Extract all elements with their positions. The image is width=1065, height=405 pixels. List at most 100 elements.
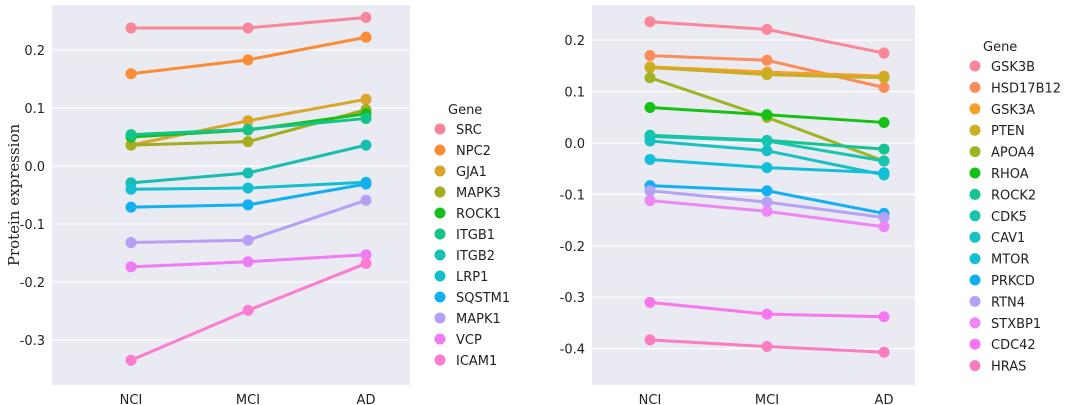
- legend-label: ITGB1: [456, 228, 495, 243]
- legend-label: VCP: [456, 333, 482, 348]
- legend-marker: [434, 270, 446, 282]
- legend-label: MAPK1: [456, 312, 501, 327]
- point-MAPK3-MCI: [242, 136, 254, 148]
- point-GJA1-AD: [360, 93, 372, 105]
- y-tick-label: 0.2: [564, 34, 585, 49]
- y-tick-label: 0.0: [24, 160, 45, 175]
- legend-marker: [969, 210, 981, 222]
- legend-label: CDK5: [991, 210, 1027, 225]
- legend-marker: [969, 231, 981, 243]
- point-SRC-AD: [360, 12, 372, 24]
- point-RHOA-AD: [878, 116, 890, 128]
- legend-label: PTEN: [991, 124, 1025, 139]
- legend-marker: [969, 317, 981, 329]
- point-CAV1-MCI: [761, 145, 773, 157]
- point-MAPK3-NCI: [125, 139, 137, 151]
- point-RHOA-MCI: [761, 109, 773, 121]
- point-CDC42-MCI: [761, 308, 773, 320]
- point-HSD17B12-NCI: [644, 50, 656, 62]
- point-RHOA-NCI: [644, 102, 656, 114]
- point-GSK3B-AD: [878, 47, 890, 59]
- x-tick-label: NCI: [120, 393, 143, 405]
- legend-marker: [434, 207, 446, 219]
- y-tick-label: -0.2: [20, 276, 45, 291]
- point-ITGB2-AD: [360, 139, 372, 151]
- x-tick-label: AD: [875, 393, 894, 405]
- point-SRC-NCI: [125, 22, 137, 34]
- legend-title: Gene: [448, 103, 482, 118]
- point-LRP1-MCI: [242, 182, 254, 194]
- legend-label: GSK3B: [991, 60, 1035, 75]
- legend-label: ITGB2: [456, 249, 495, 264]
- legend-marker: [434, 312, 446, 324]
- legend-marker: [434, 333, 446, 345]
- point-STXBP1-MCI: [761, 205, 773, 217]
- x-tick-label: MCI: [755, 393, 779, 405]
- point-SQSTM1-NCI: [125, 201, 137, 213]
- legend-label: PRKCD: [991, 274, 1035, 289]
- point-GSK3B-NCI: [644, 16, 656, 28]
- legend-label: NPC2: [456, 144, 491, 159]
- point-SQSTM1-MCI: [242, 199, 254, 211]
- legend-marker: [434, 354, 446, 366]
- point-HSD17B12-MCI: [761, 54, 773, 66]
- point-RTN4-NCI: [644, 185, 656, 197]
- legend-label: CDC42: [991, 338, 1036, 353]
- point-MAPK1-AD: [360, 194, 372, 206]
- panel-1: -0.3 -0.2 -0.1 0.0 0.1 0.2 NCI MCI AD Protein exp…: [5, 5, 510, 405]
- point-ITGB1-AD: [360, 112, 372, 124]
- legend-label: ROCK1: [456, 207, 501, 222]
- legend-marker: [434, 291, 446, 303]
- legend-title: Gene: [983, 40, 1017, 55]
- panel-2: -0.4 -0.3 -0.2 -0.1 0.0 0.1 0.2 NCI MCI AD Gene GSK…: [560, 5, 1061, 405]
- legend-label: APOA4: [991, 146, 1035, 161]
- legend-marker: [969, 60, 981, 72]
- legend-label: STXBP1: [991, 317, 1041, 332]
- legend-label: SRC: [456, 123, 482, 138]
- y-tick-label: 0.1: [564, 86, 585, 101]
- point-PRKCD-MCI: [761, 185, 773, 197]
- x-tick-label: MCI: [236, 393, 260, 405]
- point-MTOR-MCI: [761, 162, 773, 174]
- point-ICAM1-NCI: [125, 354, 137, 366]
- x-tick-label: NCI: [639, 393, 662, 405]
- point-CAV1-NCI: [644, 135, 656, 147]
- legend-marker: [969, 81, 981, 93]
- y-tick-label: -0.1: [560, 188, 585, 203]
- point-ICAM1-MCI: [242, 304, 254, 316]
- legend-label: RHOA: [991, 167, 1029, 182]
- point-CDK5-AD: [878, 155, 890, 167]
- point-CDC42-NCI: [644, 296, 656, 308]
- point-MTOR-NCI: [644, 153, 656, 165]
- legend-label: HRAS: [991, 360, 1026, 375]
- legend-marker: [969, 167, 981, 179]
- y-tick-label: -0.3: [20, 334, 45, 349]
- point-VCP-NCI: [125, 261, 137, 273]
- legend-marker: [969, 360, 981, 372]
- legend-label: LRP1: [456, 270, 488, 285]
- legend-marker: [969, 103, 981, 115]
- legend-marker: [434, 186, 446, 198]
- legend-marker: [434, 249, 446, 261]
- point-HRAS-NCI: [644, 334, 656, 346]
- point-ROCK2-AD: [878, 143, 890, 155]
- legend-marker: [434, 123, 446, 135]
- point-HRAS-MCI: [761, 341, 773, 353]
- legend-label: MAPK3: [456, 186, 501, 201]
- point-VCP-AD: [360, 249, 372, 261]
- point-RTN4-MCI: [761, 196, 773, 208]
- x-tick-label: AD: [357, 393, 376, 405]
- y-tick-label: -0.1: [20, 218, 45, 233]
- point-SRC-MCI: [242, 22, 254, 34]
- point-LRP1-NCI: [125, 183, 137, 195]
- point-APOA4-NCI: [644, 72, 656, 84]
- point-PTEN-AD: [878, 72, 890, 84]
- point-HRAS-AD: [878, 346, 890, 358]
- legend-label: RTN4: [991, 295, 1025, 310]
- point-MAPK1-NCI: [125, 237, 137, 249]
- point-PTEN-NCI: [644, 61, 656, 73]
- legend-marker: [434, 165, 446, 177]
- legend-label: ROCK2: [991, 188, 1036, 203]
- legend-marker: [434, 144, 446, 156]
- point-ICAM1-AD: [360, 257, 372, 269]
